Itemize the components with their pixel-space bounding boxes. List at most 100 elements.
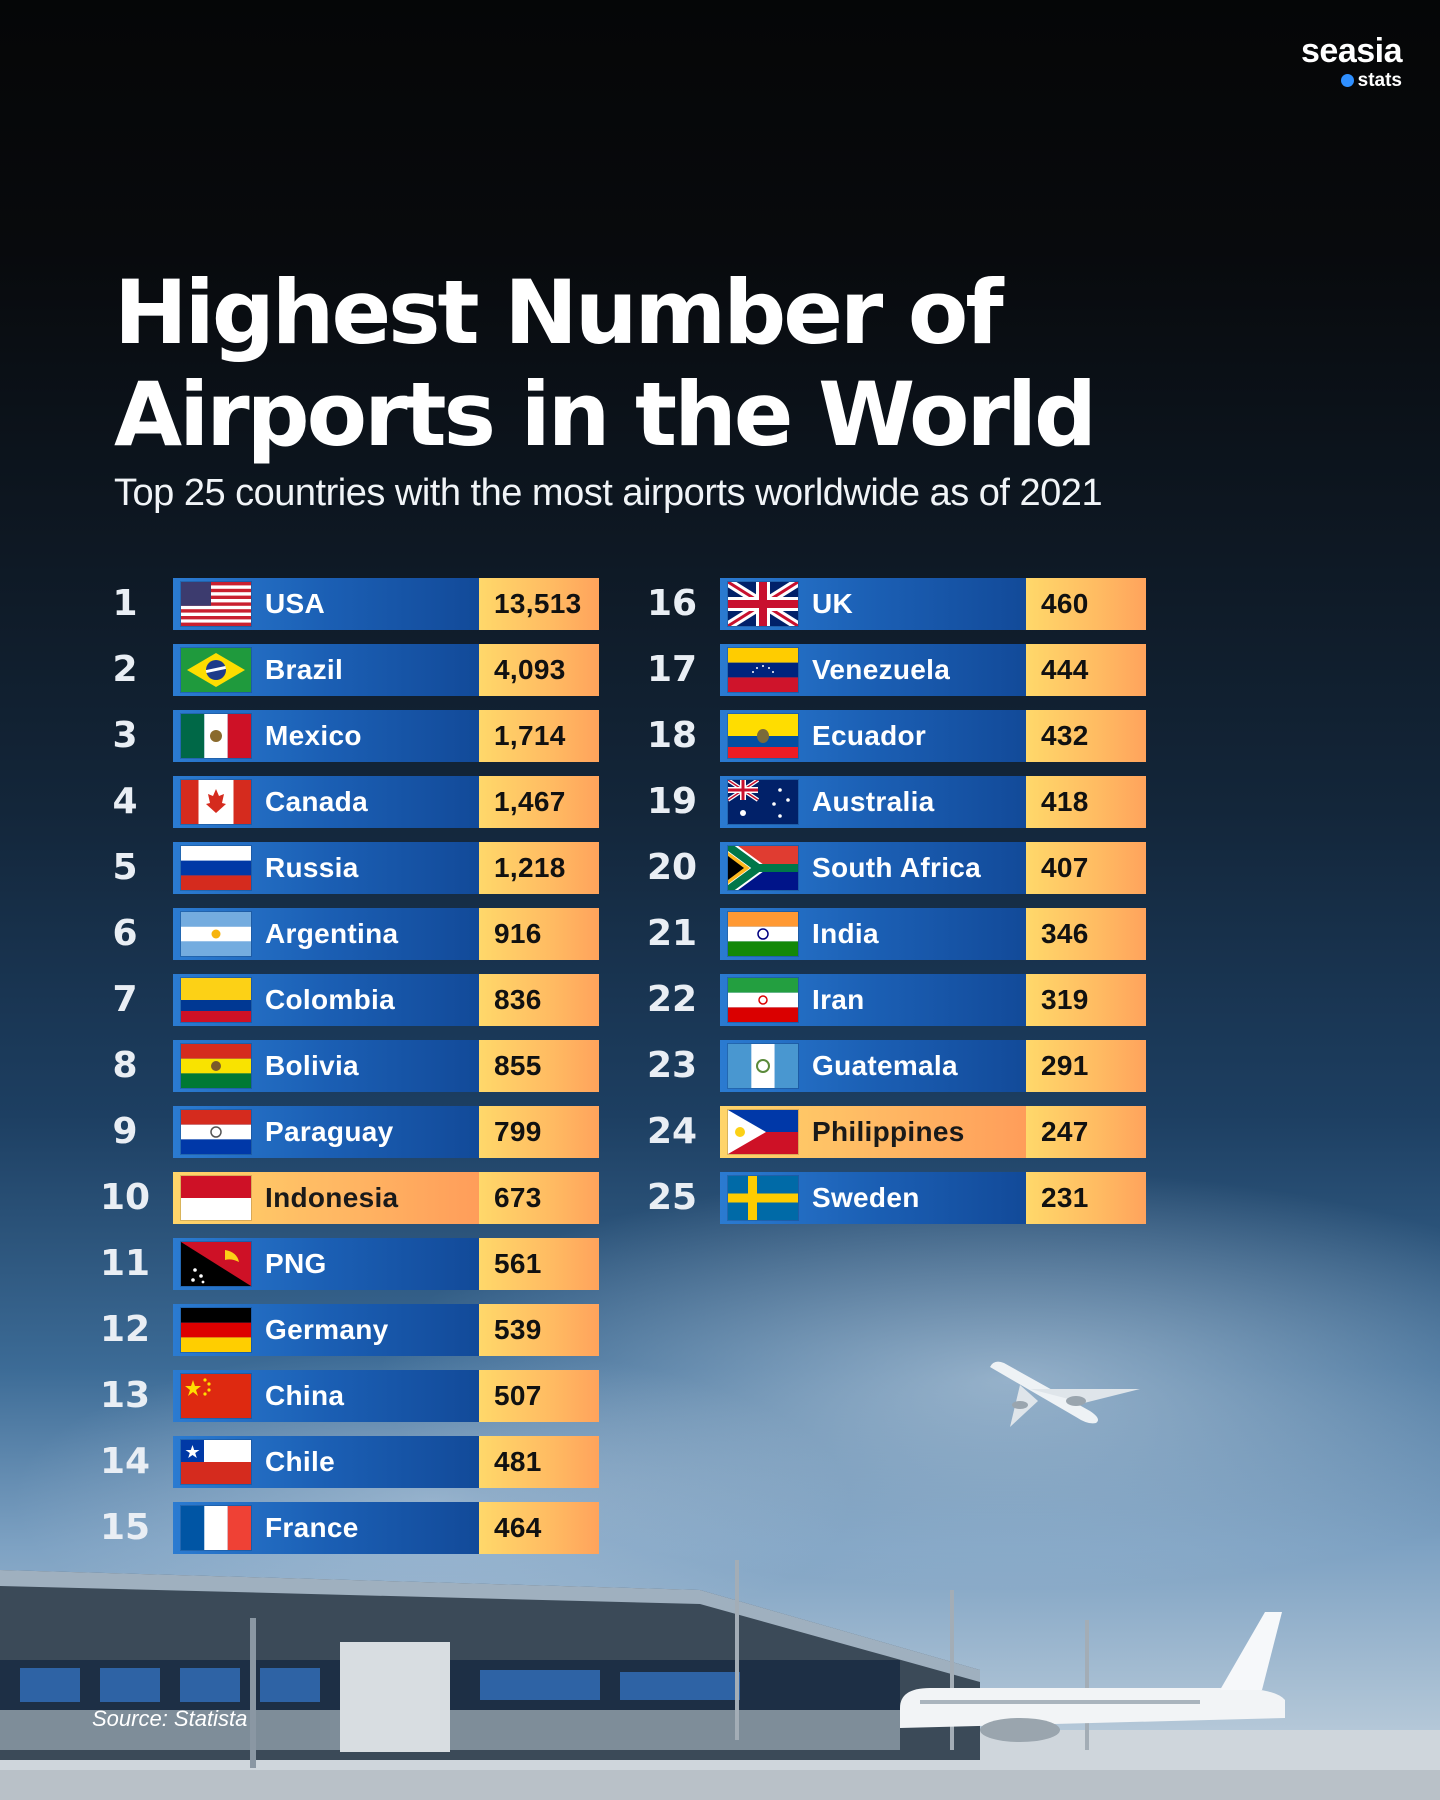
- country-row: PNG 561: [173, 1238, 599, 1290]
- page-subtitle: Top 25 countries with the most airports …: [114, 472, 1103, 514]
- page-title: Highest Number of Airports in the World: [114, 262, 1214, 466]
- rank-number: 8: [112, 1045, 138, 1086]
- country-row: Guatemala 291: [720, 1040, 1146, 1092]
- country-cell: Venezuela: [720, 644, 1026, 696]
- country-cell: China: [173, 1370, 479, 1422]
- country-name: Argentina: [265, 918, 399, 949]
- logo-dot-icon: [1340, 74, 1354, 87]
- chile-flag-icon: [181, 1440, 251, 1484]
- logo-sub-label: stats: [1357, 70, 1402, 91]
- venezuela-flag-icon: [728, 648, 798, 692]
- country-row: Venezuela 444: [720, 644, 1146, 696]
- india-flag-icon: [728, 912, 798, 956]
- airport-count: 561: [479, 1238, 599, 1290]
- country-cell: Colombia: [173, 974, 479, 1026]
- france-flag-icon: [181, 1506, 251, 1550]
- south-africa-flag-icon: [728, 846, 798, 890]
- country-name: Philippines: [812, 1116, 965, 1147]
- australia-flag-icon: [728, 780, 798, 824]
- country-name: South Africa: [812, 852, 982, 883]
- country-name: Russia: [265, 852, 359, 883]
- usa-flag-icon: [181, 582, 251, 626]
- country-row: Canada 1,467: [173, 776, 599, 828]
- airport-count: 673: [479, 1172, 599, 1224]
- country-cell: Bolivia: [173, 1040, 479, 1092]
- rank-number: 16: [646, 583, 698, 624]
- country-row: Mexico 1,714: [173, 710, 599, 762]
- country-row: Indonesia 673: [173, 1172, 599, 1224]
- paraguay-flag-icon: [181, 1110, 251, 1154]
- rank-number: 23: [646, 1045, 698, 1086]
- airport-count: 460: [1026, 578, 1146, 630]
- airport-count: 1,467: [479, 776, 599, 828]
- country-name: Sweden: [812, 1182, 920, 1213]
- title-line-2: Airports in the World: [114, 363, 1097, 466]
- country-row: Russia 1,218: [173, 842, 599, 894]
- rank-number: 6: [112, 913, 138, 954]
- country-cell: South Africa: [720, 842, 1026, 894]
- airport-count: 1,714: [479, 710, 599, 762]
- airport-count: 418: [1026, 776, 1146, 828]
- uk-flag-icon: [728, 582, 798, 626]
- airport-count: 464: [479, 1502, 599, 1554]
- argentina-flag-icon: [181, 912, 251, 956]
- philippines-flag-icon: [728, 1110, 798, 1154]
- airport-count: 4,093: [479, 644, 599, 696]
- country-row: UK 460: [720, 578, 1146, 630]
- country-cell: PNG: [173, 1238, 479, 1290]
- rank-number: 22: [646, 979, 698, 1020]
- country-row: India 346: [720, 908, 1146, 960]
- airport-count: 916: [479, 908, 599, 960]
- rank-number: 20: [646, 847, 698, 888]
- country-row: Bolivia 855: [173, 1040, 599, 1092]
- country-name: Ecuador: [812, 720, 927, 751]
- rank-number: 13: [99, 1375, 151, 1416]
- airport-count: 444: [1026, 644, 1146, 696]
- country-cell: Ecuador: [720, 710, 1026, 762]
- logo-brand: seasia: [1301, 32, 1403, 70]
- airport-count: 539: [479, 1304, 599, 1356]
- germany-flag-icon: [181, 1308, 251, 1352]
- russia-flag-icon: [181, 846, 251, 890]
- country-name: Venezuela: [812, 654, 951, 685]
- country-name: Guatemala: [812, 1050, 958, 1081]
- country-cell: Indonesia: [173, 1172, 479, 1224]
- rank-number: 18: [646, 715, 698, 756]
- country-row: Philippines 247: [720, 1106, 1146, 1158]
- source-note: Source: Statista: [92, 1706, 248, 1731]
- airport-terminal-illustration: [0, 1560, 1440, 1800]
- rank-number: 1: [112, 583, 138, 624]
- airport-count: 291: [1026, 1040, 1146, 1092]
- country-row: Germany 539: [173, 1304, 599, 1356]
- country-name: France: [265, 1512, 359, 1543]
- country-row: China 507: [173, 1370, 599, 1422]
- airport-count: 481: [479, 1436, 599, 1488]
- airport-count: 13,513: [479, 578, 599, 630]
- indonesia-flag-icon: [181, 1176, 251, 1220]
- airport-count: 346: [1026, 908, 1146, 960]
- country-row: Ecuador 432: [720, 710, 1146, 762]
- country-name: Canada: [265, 786, 368, 817]
- country-cell: Canada: [173, 776, 479, 828]
- rank-number: 19: [646, 781, 698, 822]
- airport-count: 432: [1026, 710, 1146, 762]
- airport-count: 855: [479, 1040, 599, 1092]
- country-cell: Iran: [720, 974, 1026, 1026]
- country-cell: Australia: [720, 776, 1026, 828]
- country-row: South Africa 407: [720, 842, 1146, 894]
- country-row: Sweden 231: [720, 1172, 1146, 1224]
- mexico-flag-icon: [181, 714, 251, 758]
- country-name: Brazil: [265, 654, 344, 685]
- rank-number: 21: [646, 913, 698, 954]
- iran-flag-icon: [728, 978, 798, 1022]
- title-line-1: Highest Number of: [114, 261, 1004, 364]
- country-row: France 464: [173, 1502, 599, 1554]
- rank-number: 9: [112, 1111, 138, 1152]
- country-row: Brazil 4,093: [173, 644, 599, 696]
- country-cell: Germany: [173, 1304, 479, 1356]
- country-cell: USA: [173, 578, 479, 630]
- rank-number: 4: [112, 781, 138, 822]
- logo-sub: stats: [1301, 70, 1402, 92]
- country-row: Iran 319: [720, 974, 1146, 1026]
